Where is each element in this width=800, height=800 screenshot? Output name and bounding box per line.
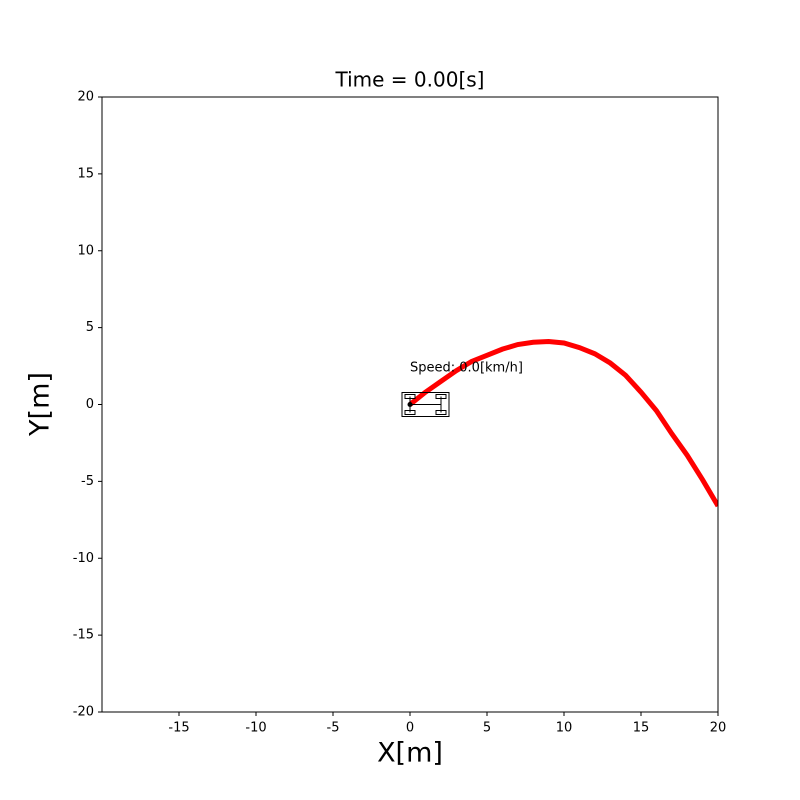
x-tick-label: -15 xyxy=(168,721,189,736)
vehicle-wheel xyxy=(404,410,416,415)
y-tick-label: -15 xyxy=(73,628,94,643)
vehicle-wheel xyxy=(435,410,447,415)
vehicle-wheel xyxy=(435,394,447,399)
x-tick-label: 0 xyxy=(406,721,414,736)
x-axis-label: X[m] xyxy=(377,738,443,769)
annotation: Speed: 0.0[km/h] xyxy=(410,361,523,376)
y-tick-label: 0 xyxy=(86,397,94,412)
y-tick-label: 10 xyxy=(77,243,94,258)
y-tick-label: 5 xyxy=(86,320,94,335)
y-tick-label: 15 xyxy=(77,166,94,181)
trajectory xyxy=(408,338,718,508)
chart-title: Time = 0.00[s] xyxy=(335,68,485,92)
y-tick-label: -20 xyxy=(73,705,94,720)
y-tick-label: 20 xyxy=(77,90,94,105)
x-tick-label: 15 xyxy=(633,721,650,736)
vehicle xyxy=(401,392,450,417)
x-tick-label: 5 xyxy=(483,721,491,736)
y-tick-label: -10 xyxy=(73,551,94,566)
vehicle-origin xyxy=(407,402,413,407)
x-tick-label: -5 xyxy=(327,721,340,736)
y-tick-label: -5 xyxy=(81,474,94,489)
plot-area xyxy=(401,338,718,508)
x-tick-label: -10 xyxy=(245,721,266,736)
x-tick-label: 20 xyxy=(710,721,727,736)
x-tick-label: 10 xyxy=(556,721,573,736)
y-axis-label: Y[m] xyxy=(25,372,56,437)
vehicle-wheel xyxy=(404,394,416,399)
vehicle-body xyxy=(401,392,450,417)
